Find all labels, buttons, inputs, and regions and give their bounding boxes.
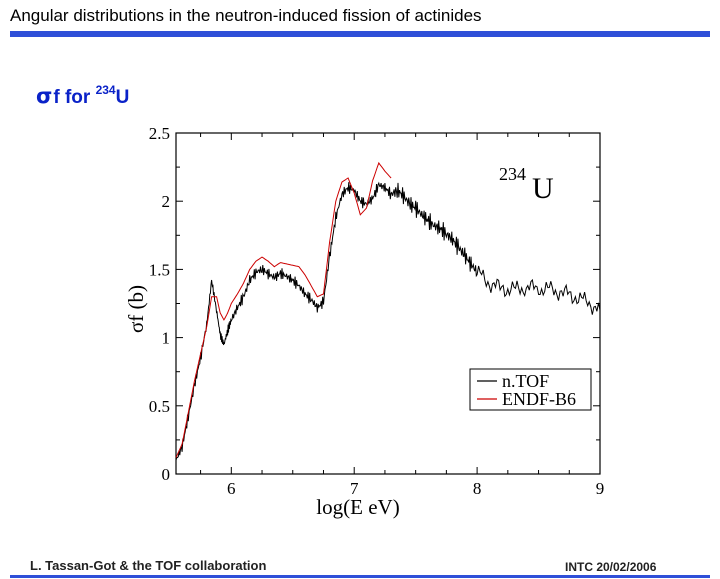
x-axis: 6 7 8 9 xyxy=(200,133,605,498)
series-line-ntof xyxy=(175,181,601,461)
x-tick-label: 9 xyxy=(596,479,605,498)
y-axis-label-text: σf (b) xyxy=(124,285,148,333)
chart-subtitle: σf for 234U xyxy=(36,82,130,109)
y-tick-label: 1 xyxy=(162,329,171,348)
slide-title: Angular distributions in the neutron-ind… xyxy=(10,6,482,25)
footer-date: INTC 20/02/2006 xyxy=(565,560,657,574)
y-tick-label: 0.5 xyxy=(149,397,170,416)
y-tick-label: 0 xyxy=(162,465,171,484)
series-layer xyxy=(175,161,601,461)
series-line-endf xyxy=(175,161,392,458)
y-axis: 0 0.5 1 1.5 2 2.5 xyxy=(149,124,600,484)
subtitle-sigma: σ xyxy=(36,84,53,108)
legend-label-endf: ENDF-B6 xyxy=(502,389,576,409)
footer-author: L. Tassan-Got & the TOF collaboration xyxy=(30,558,267,573)
x-axis-label: log(E eV) xyxy=(316,495,399,519)
subtitle-f: f xyxy=(53,87,60,108)
legend-box xyxy=(469,368,592,411)
y-tick-label: 2 xyxy=(162,192,171,211)
x-tick-label: 6 xyxy=(227,479,236,498)
x-tick-label: 7 xyxy=(350,479,359,498)
subtitle-for: for xyxy=(64,87,91,108)
legend: n.TOF ENDF-B6 xyxy=(469,368,592,411)
annotation-mass-number: 234 xyxy=(499,164,526,184)
title-underline xyxy=(10,31,710,37)
subtitle-mass-number: 234 xyxy=(95,82,116,97)
annotation-symbol: U xyxy=(532,172,554,205)
y-tick-label: 2.5 xyxy=(149,124,170,143)
legend-label-ntof: n.TOF xyxy=(502,371,549,391)
y-tick-label: 1.5 xyxy=(149,260,170,279)
y-axis-label: σf (b) xyxy=(124,285,148,333)
subtitle-symbol: U xyxy=(115,87,130,108)
footer-rule xyxy=(10,575,710,578)
x-tick-label: 8 xyxy=(473,479,482,498)
isotope-annotation: 234 U xyxy=(499,164,554,205)
